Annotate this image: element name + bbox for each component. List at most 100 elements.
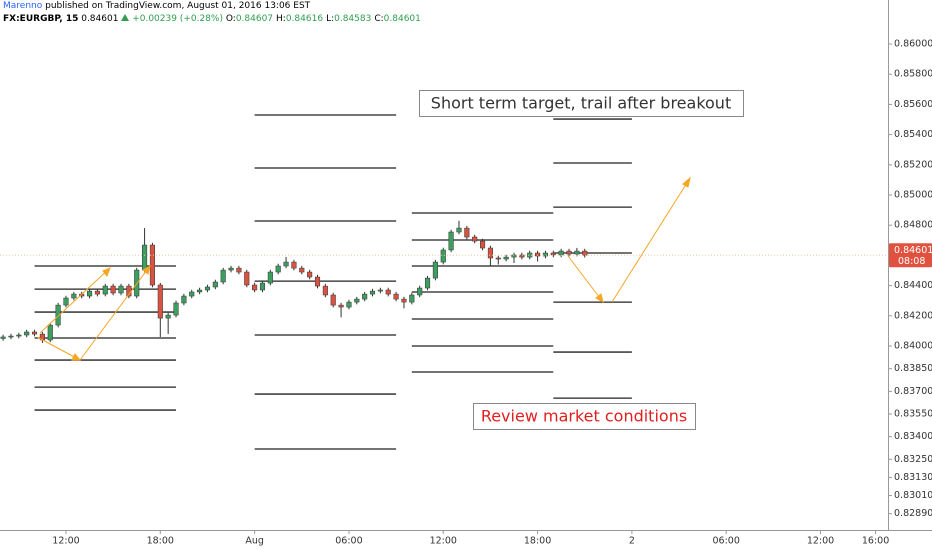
- arrows: [36, 176, 691, 361]
- y-tick-label: 0.84000: [894, 341, 932, 352]
- x-tick-label: 12:00: [430, 536, 457, 547]
- change: +0.00239 (+0.28%): [132, 14, 223, 24]
- candle-body: [228, 267, 234, 271]
- y-tick-label: 0.83400: [894, 431, 932, 442]
- candle-body: [55, 304, 61, 326]
- candle-body: [495, 257, 501, 260]
- candle-body: [448, 231, 454, 251]
- candle-body: [385, 289, 391, 295]
- candle-body: [220, 269, 226, 283]
- candle-body: [322, 285, 328, 296]
- candle-body: [244, 271, 250, 286]
- candle-body: [0, 336, 6, 339]
- x-tick-label: 12:00: [807, 536, 834, 547]
- candle-body: [267, 271, 273, 284]
- y-tick-label: 0.85000: [894, 190, 932, 201]
- y-tick-label: 0.83550: [894, 408, 932, 419]
- candle-body: [440, 249, 446, 263]
- candle-body: [94, 290, 100, 295]
- y-tick-label: 0.83850: [894, 363, 932, 374]
- candle-body: [212, 281, 218, 288]
- candle-body: [542, 252, 548, 257]
- candle-body: [338, 304, 344, 308]
- candle-body: [464, 227, 470, 238]
- arrow-head: [71, 353, 82, 361]
- annotation-box: [419, 90, 744, 117]
- y-tick-label: 0.86000: [894, 39, 932, 50]
- y-tick-label: 0.84200: [894, 310, 932, 321]
- candle-body: [354, 298, 360, 303]
- candle-body: [142, 244, 148, 271]
- candles: [0, 220, 588, 344]
- last-price-label: 0.84601: [894, 245, 932, 256]
- candle-body: [275, 265, 281, 273]
- arrow-head: [682, 176, 691, 188]
- arrow: [611, 177, 691, 303]
- candle-body: [456, 227, 462, 233]
- symbol-line: FX:EURGBP, 15 0.84601 +0.00239 (+0.28%) …: [3, 13, 424, 26]
- candle-body: [197, 289, 203, 293]
- y-tick-label: 0.84800: [894, 220, 932, 231]
- candle-body: [189, 291, 195, 297]
- candle-body: [149, 244, 155, 286]
- arrow: [79, 265, 151, 361]
- y-tick-label: 0.85200: [894, 159, 932, 170]
- ohlc-key: C:: [374, 14, 384, 24]
- candle-body: [307, 271, 313, 278]
- y-tick-label: 0.83010: [894, 490, 932, 501]
- candle-body: [173, 302, 179, 316]
- candle-body: [535, 252, 541, 257]
- x-tick-label: 06:00: [713, 536, 740, 547]
- ohlc-value: 0.84601: [383, 14, 421, 24]
- arrow: [39, 267, 111, 334]
- candle-body: [299, 267, 305, 273]
- candle-body: [102, 285, 108, 295]
- candle-body: [362, 293, 368, 300]
- candle-body: [346, 301, 352, 308]
- x-tick-label: 12:00: [52, 536, 79, 547]
- ohlc-key: H:: [276, 14, 286, 24]
- candle-body: [487, 247, 493, 259]
- candle-body: [283, 261, 289, 267]
- x-tick-label: 06:00: [335, 536, 362, 547]
- ohlc-value: 0.84616: [285, 14, 324, 24]
- candle-body: [259, 282, 266, 291]
- candle-body: [409, 294, 415, 303]
- x-tick-label: 16:00: [862, 536, 889, 547]
- y-tick-label: 0.83130: [894, 472, 932, 483]
- symbol: FX:EURGBP, 15: [3, 14, 79, 24]
- candle-body: [432, 261, 438, 279]
- ohlc: O:0.84607 H:0.84616 L:0.84583 C:0.84601: [226, 14, 424, 24]
- candle-body: [558, 250, 564, 256]
- candle-body: [63, 297, 69, 306]
- candle-body: [519, 254, 525, 258]
- y-tick-label: 0.82890: [894, 508, 932, 519]
- candle-body: [252, 284, 258, 291]
- candle-body: [16, 334, 22, 337]
- publisher: Marenno: [3, 1, 43, 11]
- candle-body: [424, 277, 431, 289]
- candle-body: [118, 285, 124, 294]
- ohlc-key: L:: [326, 14, 335, 24]
- publish-line: Marenno published on TradingView.com, Au…: [3, 0, 424, 13]
- candle-body: [417, 287, 423, 296]
- arrow-head: [595, 293, 604, 304]
- candle-body: [204, 286, 211, 291]
- ohlc-value: 0.84607: [235, 14, 274, 24]
- candle-body: [582, 250, 588, 256]
- ohlc-value: 0.84583: [334, 14, 372, 24]
- candle-body: [527, 252, 533, 258]
- y-tick-label: 0.85800: [894, 69, 932, 80]
- y-tick-label: 0.83700: [894, 386, 932, 397]
- arrow: [36, 336, 81, 361]
- candle-body: [401, 298, 407, 303]
- candle-body: [566, 250, 572, 255]
- candle-body: [314, 276, 321, 287]
- candle-body: [71, 293, 77, 299]
- candle-body: [8, 335, 14, 338]
- candle-body: [24, 331, 30, 336]
- candle-body: [503, 256, 509, 260]
- x-tick-label: 18:00: [147, 536, 174, 547]
- candle-body: [181, 295, 187, 304]
